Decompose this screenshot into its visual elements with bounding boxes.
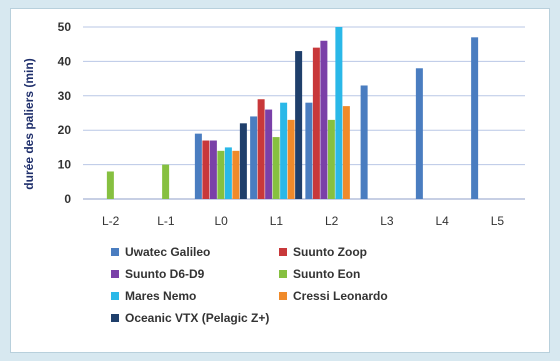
legend-label: Suunto Eon bbox=[293, 267, 360, 281]
y-tick-label: 10 bbox=[58, 158, 72, 172]
bar-mares-nemo-l1 bbox=[280, 102, 288, 199]
y-tick-label: 20 bbox=[58, 123, 72, 137]
x-tick-label: L-2 bbox=[102, 214, 120, 228]
bar-cressi-leonardo-l1 bbox=[287, 119, 295, 199]
bar-cressi-leonardo-l2 bbox=[342, 106, 350, 199]
legend-label: Suunto D6-D9 bbox=[125, 267, 205, 281]
legend-label: Uwatec Galileo bbox=[125, 245, 210, 259]
bar-uwatec-galileo-l3 bbox=[360, 85, 368, 199]
bars bbox=[106, 27, 479, 199]
bar-suunto-d6-d9-l0 bbox=[209, 140, 217, 199]
bar-uwatec-galileo-l4 bbox=[415, 68, 423, 199]
bar-suunto-zoop-l0 bbox=[202, 140, 210, 199]
bar-uwatec-galileo-l0 bbox=[194, 133, 202, 199]
bar-chart: 0 10 20 30 40 50 L-2 L-1 L0 L1 L2 L3 L4 L5 durée des… bbox=[22, 20, 525, 325]
x-tick-label: L-1 bbox=[157, 214, 175, 228]
x-tick-label: L5 bbox=[491, 214, 505, 228]
y-tick-labels: 0 10 20 30 40 50 bbox=[58, 20, 72, 206]
legend-swatch bbox=[279, 248, 287, 256]
x-tick-label: L2 bbox=[325, 214, 339, 228]
x-tick-label: L1 bbox=[270, 214, 284, 228]
bar-suunto-eon-l1 bbox=[272, 137, 280, 199]
bar-oceanic-vtx-pelagic-z--l1 bbox=[295, 51, 303, 199]
legend-label: Suunto Zoop bbox=[293, 245, 367, 259]
x-tick-labels: L-2 L-1 L0 L1 L2 L3 L4 L5 bbox=[102, 214, 504, 228]
legend: Uwatec Galileo Suunto Zoop Suunto D6-D9 Suu… bbox=[111, 245, 388, 325]
legend-swatch bbox=[279, 292, 287, 300]
y-axis-label: durée des paliers (min) bbox=[22, 58, 36, 189]
legend-swatch bbox=[111, 248, 119, 256]
legend-label: Mares Nemo bbox=[125, 289, 196, 303]
chart-frame: 0 10 20 30 40 50 L-2 L-1 L0 L1 L2 L3 L4 L5 durée des… bbox=[10, 8, 550, 353]
legend-swatch bbox=[279, 270, 287, 278]
bar-suunto-d6-d9-l1 bbox=[265, 109, 273, 199]
grid-lines bbox=[83, 26, 525, 200]
bar-cressi-leonardo-l0 bbox=[232, 150, 240, 199]
bar-suunto-eon-l-1 bbox=[162, 164, 170, 199]
bar-oceanic-vtx-pelagic-z--l0 bbox=[239, 123, 247, 199]
bar-mares-nemo-l2 bbox=[335, 27, 343, 199]
x-tick-label: L0 bbox=[214, 214, 228, 228]
bar-mares-nemo-l0 bbox=[224, 147, 232, 199]
y-tick-label: 30 bbox=[58, 89, 72, 103]
legend-swatch bbox=[111, 292, 119, 300]
bar-suunto-zoop-l1 bbox=[257, 99, 265, 199]
y-tick-label: 40 bbox=[58, 54, 72, 68]
bar-suunto-eon-l-2 bbox=[106, 171, 114, 199]
x-tick-label: L3 bbox=[380, 214, 394, 228]
legend-swatch bbox=[111, 270, 119, 278]
legend-swatch bbox=[111, 314, 119, 322]
y-tick-label: 50 bbox=[58, 20, 72, 34]
legend-label: Cressi Leonardo bbox=[293, 289, 388, 303]
x-tick-label: L4 bbox=[435, 214, 449, 228]
bar-suunto-zoop-l2 bbox=[312, 47, 320, 199]
bar-uwatec-galileo-l1 bbox=[250, 116, 258, 199]
bar-suunto-eon-l2 bbox=[327, 119, 335, 199]
bar-uwatec-galileo-l2 bbox=[305, 102, 313, 199]
legend-label: Oceanic VTX (Pelagic Z+) bbox=[125, 311, 269, 325]
y-tick-label: 0 bbox=[64, 192, 71, 206]
bar-suunto-eon-l0 bbox=[217, 150, 225, 199]
bar-suunto-d6-d9-l2 bbox=[320, 40, 328, 199]
bar-uwatec-galileo-l5 bbox=[471, 37, 479, 199]
